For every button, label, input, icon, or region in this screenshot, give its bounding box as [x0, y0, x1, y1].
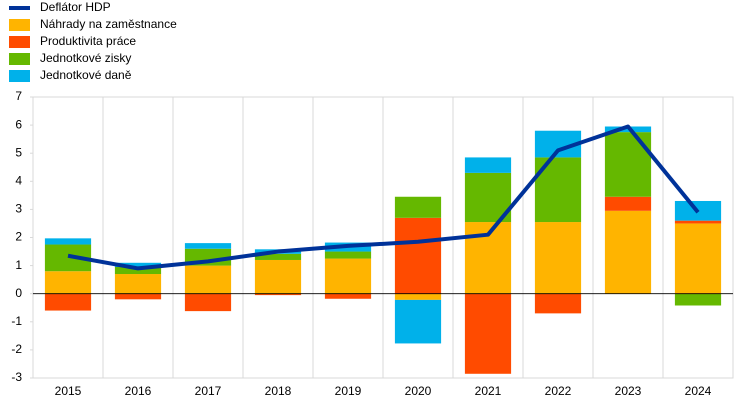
bar [184, 265, 232, 294]
y-tick-label: 2 [15, 230, 22, 244]
x-tick-label: 2022 [545, 384, 572, 398]
bar [114, 274, 162, 294]
bar [674, 220, 722, 224]
legend-label: Jednotkové zisky [40, 51, 131, 65]
y-tick-label: 7 [15, 89, 22, 103]
bar [324, 293, 372, 299]
x-tick-label: 2018 [265, 384, 292, 398]
x-tick-label: 2015 [55, 384, 82, 398]
line [67, 124, 700, 271]
bar [254, 259, 302, 294]
bar [394, 299, 442, 344]
bar [324, 258, 372, 294]
legend-label: Náhrady na zaměstnance [40, 17, 177, 31]
y-tick-label: 0 [15, 286, 22, 300]
x-tick-label: 2024 [685, 384, 712, 398]
bar [114, 267, 162, 275]
x-tick-label: 2016 [125, 384, 152, 398]
bar [394, 217, 442, 294]
legend-swatch [9, 70, 30, 82]
y-tick-label: 3 [15, 202, 22, 216]
legend-label: Deflátor HDP [40, 0, 111, 14]
y-tick-label: -1 [11, 314, 22, 328]
legend-swatch [9, 19, 30, 31]
bar [604, 196, 652, 211]
bar [464, 157, 512, 173]
x-tick-label: 2020 [405, 384, 432, 398]
y-tick-label: 5 [15, 145, 22, 159]
x-tick-label: 2023 [615, 384, 642, 398]
legend-swatch [9, 53, 30, 65]
y-tick-label: 6 [15, 117, 22, 131]
bar [534, 222, 582, 294]
legend-label: Produktivita práce [40, 34, 136, 48]
bar [114, 293, 162, 300]
bar [184, 293, 232, 312]
x-tick-label: 2021 [475, 384, 502, 398]
bar [324, 251, 372, 259]
bar [184, 243, 232, 249]
bar [254, 293, 302, 296]
y-tick-label: -2 [11, 342, 22, 356]
bar [674, 293, 722, 306]
bar [604, 132, 652, 197]
x-tick-label: 2019 [335, 384, 362, 398]
bar [44, 238, 92, 245]
bar [44, 293, 92, 311]
legend-label: Jednotkové daně [40, 68, 132, 82]
bar [464, 293, 512, 374]
bar [604, 210, 652, 294]
bar [534, 293, 582, 314]
legend-swatch [9, 36, 30, 48]
y-tick-label: -3 [11, 370, 22, 384]
y-tick-label: 4 [15, 173, 22, 187]
bar [394, 196, 442, 218]
bar [114, 262, 162, 268]
x-tick-label: 2017 [195, 384, 222, 398]
bar [44, 271, 92, 294]
bar [674, 223, 722, 294]
bar [394, 293, 442, 300]
y-tick-label: 1 [15, 258, 22, 272]
bar [254, 253, 302, 260]
